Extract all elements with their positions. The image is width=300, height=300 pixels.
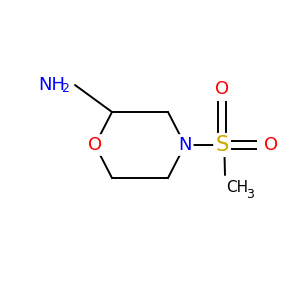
Text: O: O <box>264 136 278 154</box>
Text: O: O <box>215 80 229 98</box>
Text: 3: 3 <box>246 188 254 200</box>
Text: S: S <box>215 135 229 155</box>
Text: 2: 2 <box>61 82 69 95</box>
Text: NH: NH <box>38 76 65 94</box>
Text: CH: CH <box>226 179 248 194</box>
Text: O: O <box>88 136 102 154</box>
Text: N: N <box>178 136 192 154</box>
